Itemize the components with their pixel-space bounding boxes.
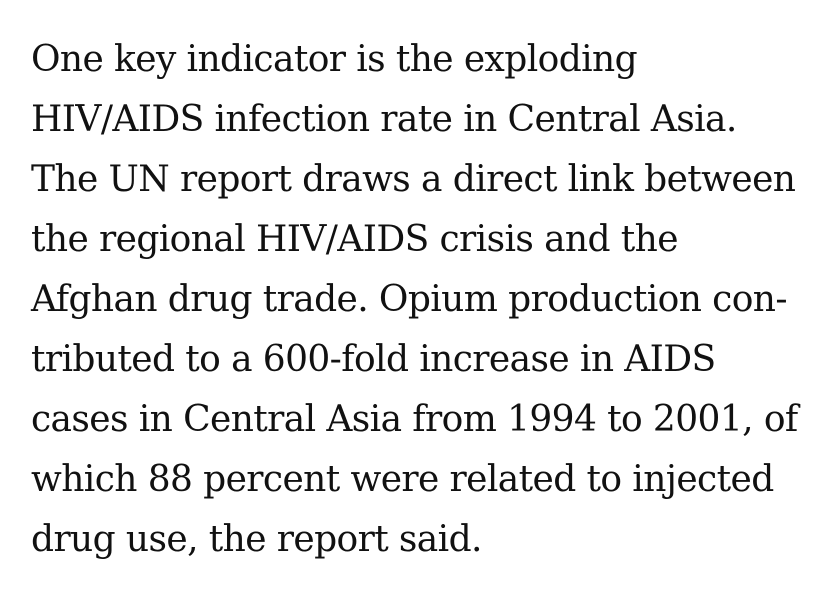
article-paragraph: One key indicator is the exploding HIV/A…: [31, 30, 821, 570]
paragraph-line-1: One key indicator is the exploding: [31, 39, 638, 80]
paragraph-line-5: Afghan drug trade. Opium production con-: [31, 279, 788, 320]
paragraph-line-8: which 88 percent were related to injecte…: [31, 459, 774, 500]
paragraph-line-4: the regional HIV/AIDS crisis and the: [31, 219, 679, 260]
paragraph-line-3: The UN report draws a direct link betwee…: [31, 159, 796, 200]
paragraph-line-7: cases in Central Asia from 1994 to 2001,…: [31, 399, 798, 440]
paragraph-line-6: tributed to a 600-fold increase in AIDS: [31, 339, 716, 380]
paragraph-line-9: drug use, the report said.: [31, 519, 482, 560]
paragraph-line-2: HIV/AIDS infection rate in Central Asia.: [31, 99, 737, 140]
